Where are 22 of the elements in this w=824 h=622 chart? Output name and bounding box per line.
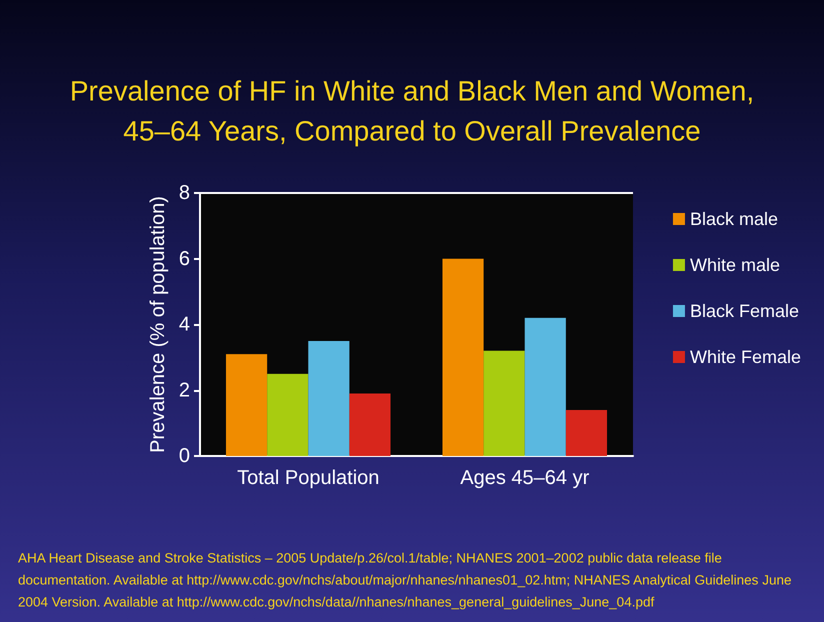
legend-label: White Female	[690, 347, 802, 367]
bar	[308, 340, 350, 456]
y-tick-label: 0	[178, 445, 190, 467]
bar	[349, 394, 391, 456]
text: AHA Heart Disease and Stroke Statistics – 2005 Update/p.26/col.1/table; NHANES 2001–2002 public data release file documentation. Available at http://www.cdc.gov/nchs/about/major/nhanes/nhanes01_02.htm; NHANES Analytical Guidelines June 2004 Version. Available at http://www.cdc.gov/nchs/data//nhanes/nhanes_general_guidelines_June_04.pdf	[18, 550, 796, 610]
legend-label: Black Female	[690, 301, 800, 321]
chart-title: Prevalence of HF in White and Black Men and Women, 45–64 Years, Compared to Overall Prevalence	[70, 76, 754, 146]
bar	[484, 350, 525, 456]
x-tick-label: Ages 45–64 yr	[460, 467, 590, 489]
y-axis-title: Prevalence (% of population)	[146, 196, 169, 453]
bar	[267, 374, 308, 456]
legend-label: White male	[690, 255, 780, 275]
bar	[524, 318, 566, 456]
legend-label: Black male	[690, 209, 778, 229]
y-tick-label: 2	[178, 379, 190, 402]
bar	[566, 410, 608, 456]
y-tick-label: 8	[178, 182, 190, 204]
y-tick-label: 4	[178, 314, 190, 336]
y-tick-label: 6	[178, 248, 190, 270]
bar	[442, 258, 484, 456]
bar	[226, 354, 268, 456]
x-tick-label: Total Population	[237, 467, 380, 489]
